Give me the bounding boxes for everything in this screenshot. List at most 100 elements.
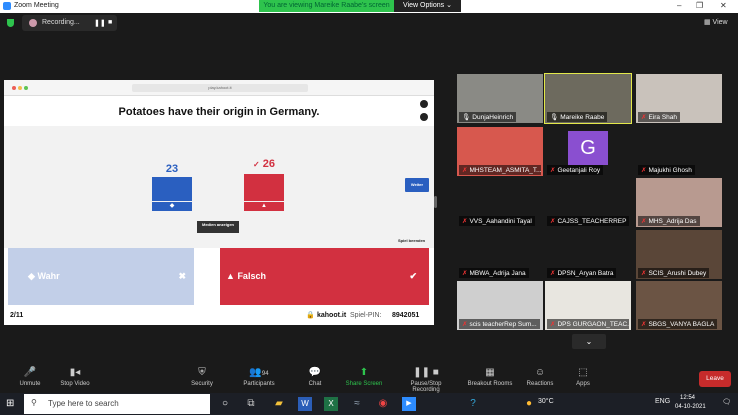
participant-name: ✗ Majukhi Ghosh — [638, 165, 695, 175]
weiter-button[interactable]: Weiter — [405, 178, 429, 192]
apps-button[interactable]: ⬚ Apps — [553, 367, 613, 387]
meeting-topbar — [0, 13, 738, 35]
participants-icon: 👥94 — [249, 367, 269, 378]
breakout-rooms-icon: ▦ — [485, 367, 495, 378]
participant-name: ✗ MBWA_Adrija Jana — [459, 268, 529, 278]
control-label: Chat — [308, 381, 322, 387]
participant-tile[interactable]: ✗ DPSN_Aryan Batra — [545, 230, 631, 279]
minimize-dot-icon — [18, 86, 22, 90]
answer-label: Falsch — [237, 271, 266, 281]
file-explorer-icon[interactable]: ▰ — [275, 398, 283, 409]
medien-anzeigen-button[interactable]: Medien anzeigen — [197, 221, 239, 233]
excel-icon[interactable]: X — [324, 397, 338, 411]
sound-icon[interactable] — [420, 113, 428, 121]
security-button[interactable]: ⛨ Security — [172, 367, 232, 387]
recording-indicator: Recording... ❚❚ ■ — [22, 15, 117, 31]
participant-tile[interactable]: ✗ VVS_Aahandini Tayal — [457, 178, 543, 227]
chat-button[interactable]: 💬 Chat — [285, 367, 345, 387]
language-indicator[interactable]: ENG — [655, 398, 671, 405]
control-label: Apps — [576, 381, 590, 387]
mic-muted-icon: ✗ — [550, 321, 556, 328]
pause-stop-recording-button[interactable]: ❚❚ ■ Pause/Stop Recording — [396, 367, 456, 393]
mic-muted-icon: ✗ — [462, 321, 468, 328]
spiel-beenden-link[interactable]: Spiel beenden — [398, 238, 426, 243]
notifications-icon[interactable]: 🗨 — [722, 399, 731, 406]
task-view-icon[interactable]: ⧉ — [247, 398, 255, 409]
security-shield-icon[interactable] — [7, 19, 14, 27]
reactions-button[interactable]: ☺ Reactions — [510, 367, 570, 387]
mic-icon: 🎙 — [550, 114, 559, 121]
help-icon[interactable]: ? — [470, 398, 476, 409]
participant-name-text: MBWA_Adrija Jana — [469, 270, 526, 277]
splitter-handle[interactable] — [434, 196, 437, 208]
mic-muted-icon: ✗ — [641, 321, 647, 328]
pause-recording-button[interactable]: ❚❚ — [94, 20, 106, 27]
restore-button[interactable]: ❐ — [696, 1, 704, 10]
participant-tile[interactable]: ✗ MHS_Adrija Das — [636, 178, 722, 227]
browser-toolbar: play.kahoot.it — [4, 80, 434, 96]
view-options-button[interactable]: View Options ⌄ — [394, 0, 461, 12]
participant-name: ✗ DPS GURGAON_TEAC... — [547, 319, 629, 329]
zoom-taskbar-icon[interactable]: ▶ — [402, 397, 416, 411]
share-screen-button[interactable]: ⬆ Share Screen — [334, 367, 394, 387]
participant-tile[interactable]: ✗ SBGS_VANYA BAGLA — [636, 281, 722, 330]
share-screen-icon: ⬆ — [359, 367, 369, 378]
gallery-next-page-button[interactable]: ⌄ — [572, 334, 606, 349]
minimize-button[interactable]: – — [677, 1, 682, 10]
participant-name: 🎙 Mareike Raabe — [547, 112, 608, 122]
breakout-rooms-button[interactable]: ▦ Breakout Rooms — [460, 367, 520, 387]
participant-name-text: scis teacherRep Sum... — [469, 321, 537, 328]
question-title: Potatoes have their origin in Germany. — [118, 106, 320, 118]
participant-name-text: Majukhi Ghosh — [648, 167, 692, 174]
cortana-icon[interactable]: ○ — [221, 398, 229, 409]
mic-muted-icon: ✗ — [462, 218, 468, 225]
participant-tile[interactable]: 🎙 DunjaHeinrich — [457, 74, 543, 123]
chrome-icon[interactable]: ◉ — [378, 398, 388, 409]
leave-button[interactable]: Leave — [699, 371, 731, 387]
question-progress: 2/11 — [10, 312, 24, 319]
participant-tile[interactable]: ✗ scis teacherRep Sum... — [457, 281, 543, 330]
mic-muted-icon: ✗ — [550, 167, 556, 174]
close-dot-icon — [12, 86, 16, 90]
participant-tile[interactable]: ✗ CAJSS_TEACHERREP — [545, 178, 631, 227]
participants-button[interactable]: 👥94 Participants — [229, 367, 289, 387]
participant-name: ✗ SCIS_Arushi Dubey — [638, 268, 710, 278]
app-icon[interactable]: ≈ — [354, 398, 360, 409]
stop-video-button[interactable]: ▮◂ Stop Video — [45, 367, 105, 387]
url-bar[interactable]: play.kahoot.it — [132, 84, 308, 92]
participant-tile[interactable]: ✗ MBWA_Adrija Jana — [457, 230, 543, 279]
participant-name-text: DPS GURGAON_TEAC... — [557, 321, 629, 328]
fullscreen-icon[interactable] — [420, 100, 428, 108]
control-label: Security — [191, 381, 213, 387]
unmute-button[interactable]: 🎤 Unmute — [0, 367, 60, 387]
mic-muted-icon: ✗ — [641, 270, 647, 277]
participant-tile[interactable]: 🎙 Mareike Raabe — [544, 73, 632, 124]
participant-name: ✗ scis teacherRep Sum... — [459, 319, 540, 329]
view-button[interactable]: ▦ View — [704, 19, 728, 26]
close-button[interactable]: ✕ — [720, 1, 727, 10]
mic-muted-icon: ✗ — [641, 114, 647, 121]
windows-start-icon[interactable]: ⊞ — [6, 398, 15, 409]
participant-name: ✗ MHSTEAM_ASMITA_T... — [459, 165, 541, 175]
stop-recording-button[interactable]: ■ — [108, 19, 113, 26]
participant-tile[interactable]: ✗ SCIS_Arushi Dubey — [636, 230, 722, 279]
diamond-icon: ◆ — [28, 271, 35, 281]
triangle-icon: ▲ — [226, 271, 235, 281]
participant-tile[interactable]: ✗ Eira Shah — [636, 74, 722, 123]
pin-label: Spiel-PIN: — [350, 312, 382, 319]
word-icon[interactable]: W — [298, 397, 312, 411]
taskbar-search-input[interactable]: Type here to search — [24, 394, 210, 414]
participant-tile[interactable]: ✗ DPS GURGAON_TEAC... — [545, 281, 631, 330]
participant-tile[interactable]: ✗ MHSTEAM_ASMITA_T... — [457, 127, 543, 176]
participant-name: ✗ VVS_Aahandini Tayal — [459, 216, 535, 226]
checkmark-icon: ✔ — [409, 271, 417, 281]
search-icon: ⚲ — [31, 398, 37, 407]
apps-icon: ⬚ — [578, 367, 588, 378]
participant-tile[interactable]: G ✗ Geetanjali Roy — [545, 127, 631, 176]
control-label: Reactions — [526, 381, 554, 387]
participant-name: ✗ SBGS_VANYA BAGLA — [638, 319, 718, 329]
participant-tile[interactable]: ✗ Majukhi Ghosh — [636, 127, 722, 176]
control-label: Pause/Stop Recording — [410, 381, 442, 393]
participant-name: ✗ MHS_Adrija Das — [638, 216, 700, 226]
participant-name-text: DPSN_Aryan Batra — [557, 270, 614, 277]
